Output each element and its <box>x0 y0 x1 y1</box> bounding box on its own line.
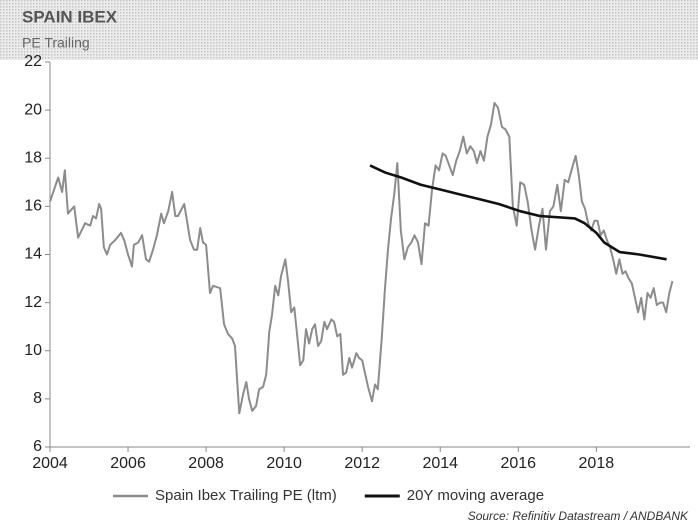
chart-title: SPAIN IBEX <box>22 7 118 26</box>
series-line <box>369 164 667 261</box>
x-tick-label: 2018 <box>579 455 615 472</box>
legend-label: Spain Ibex Trailing PE (ltm) <box>155 487 337 504</box>
x-tick-label: 2016 <box>500 455 536 472</box>
legend-label: 20Y moving average <box>407 487 544 504</box>
y-tick-label: 18 <box>24 149 42 166</box>
chart-subtitle: PE Trailing <box>22 35 90 51</box>
source-note: Source: Refinitiv Datastream / ANDBANK <box>468 509 689 523</box>
x-tick-label: 2014 <box>422 455 458 472</box>
header-band <box>0 0 698 60</box>
x-tick-label: 2012 <box>344 455 380 472</box>
x-tick-label: 2010 <box>266 455 302 472</box>
y-tick-label: 6 <box>33 438 42 455</box>
x-tick-label: 2008 <box>188 455 224 472</box>
legend: Spain Ibex Trailing PE (ltm) 20Y moving a… <box>113 487 544 504</box>
y-tick-label: 8 <box>33 390 42 407</box>
x-tick-label: 2006 <box>110 455 146 472</box>
y-tick-label: 22 <box>24 53 42 70</box>
y-tick-label: 14 <box>24 246 42 263</box>
y-tick-label: 20 <box>24 101 42 118</box>
plot-area: 6 8 10 12 14 16 18 20 22 2004 2006 2008 2010 2012 2014… <box>24 53 690 472</box>
y-tick-label: 12 <box>24 294 42 311</box>
series-line <box>49 101 674 415</box>
y-tick-label: 16 <box>24 198 42 215</box>
y-tick-label: 10 <box>24 342 42 359</box>
x-tick-label: 2004 <box>32 455 68 472</box>
